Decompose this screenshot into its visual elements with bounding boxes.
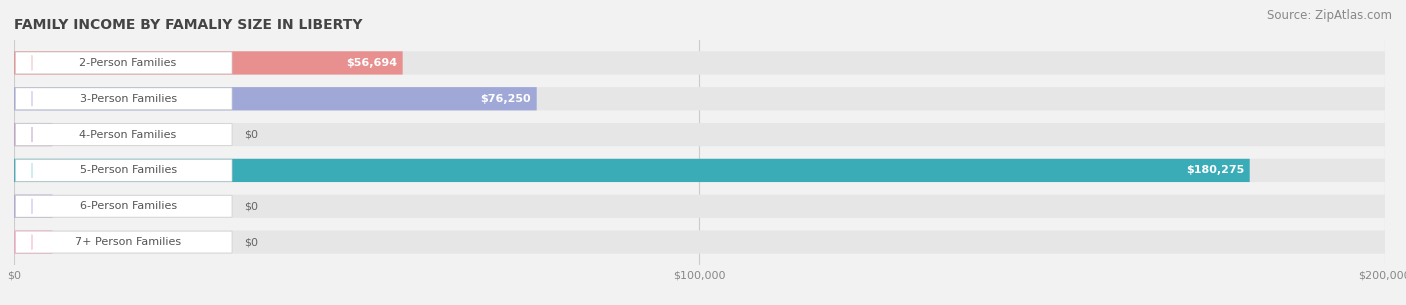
FancyBboxPatch shape (14, 87, 1385, 110)
FancyBboxPatch shape (14, 123, 1385, 146)
Text: FAMILY INCOME BY FAMALIY SIZE IN LIBERTY: FAMILY INCOME BY FAMALIY SIZE IN LIBERTY (14, 18, 363, 31)
Text: 2-Person Families: 2-Person Families (80, 58, 177, 68)
FancyBboxPatch shape (15, 195, 232, 217)
Text: $76,250: $76,250 (481, 94, 531, 104)
FancyBboxPatch shape (14, 195, 52, 218)
Text: 6-Person Families: 6-Person Families (80, 201, 177, 211)
FancyBboxPatch shape (14, 123, 52, 146)
Text: $0: $0 (245, 237, 259, 247)
Text: $56,694: $56,694 (346, 58, 396, 68)
FancyBboxPatch shape (14, 230, 52, 254)
FancyBboxPatch shape (14, 230, 1385, 254)
FancyBboxPatch shape (14, 195, 1385, 218)
Text: 4-Person Families: 4-Person Families (80, 130, 177, 140)
Text: $180,275: $180,275 (1187, 165, 1244, 175)
FancyBboxPatch shape (15, 52, 232, 74)
FancyBboxPatch shape (14, 87, 537, 110)
FancyBboxPatch shape (14, 51, 402, 75)
FancyBboxPatch shape (15, 231, 232, 253)
Text: 3-Person Families: 3-Person Families (80, 94, 177, 104)
Text: $0: $0 (245, 130, 259, 140)
Text: 5-Person Families: 5-Person Families (80, 165, 177, 175)
FancyBboxPatch shape (14, 51, 1385, 75)
FancyBboxPatch shape (14, 159, 1385, 182)
FancyBboxPatch shape (14, 159, 1250, 182)
FancyBboxPatch shape (15, 124, 232, 145)
FancyBboxPatch shape (15, 160, 232, 181)
Text: Source: ZipAtlas.com: Source: ZipAtlas.com (1267, 9, 1392, 22)
Text: 7+ Person Families: 7+ Person Families (75, 237, 181, 247)
Text: $0: $0 (245, 201, 259, 211)
FancyBboxPatch shape (15, 88, 232, 110)
